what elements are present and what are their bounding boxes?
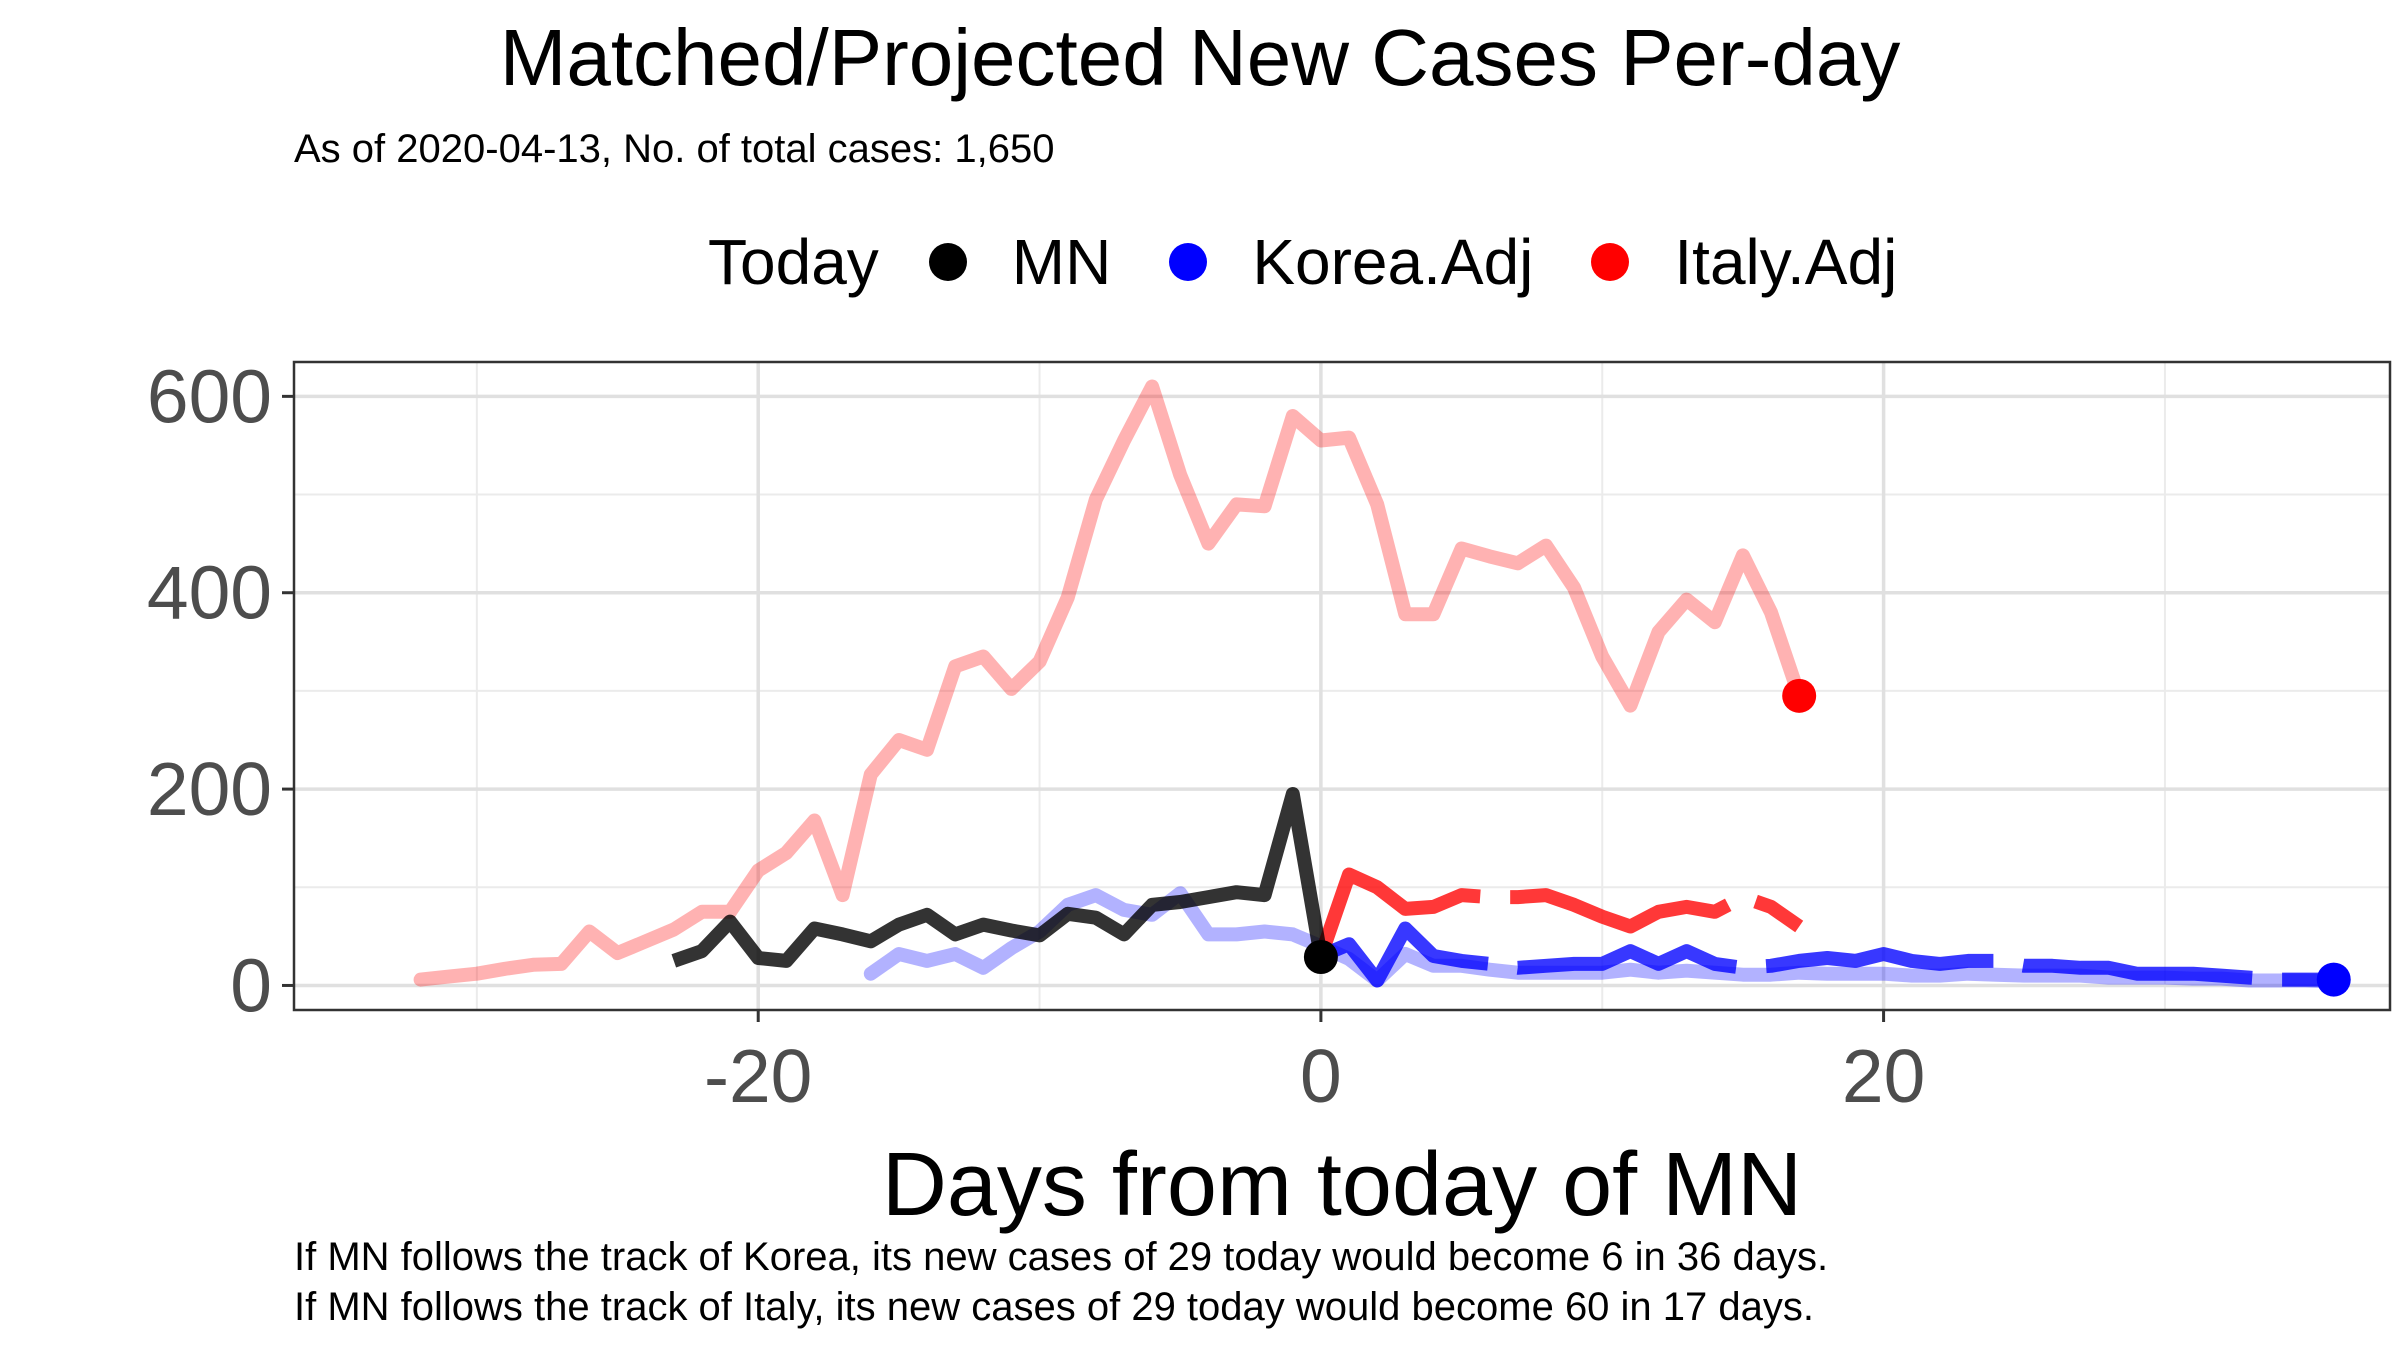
line-chart: 0 200 400 600 -20 0 20 Days from today of MN xyxy=(147,354,2392,1235)
today-point-mn xyxy=(1303,939,1338,974)
x-axis-label: Days from today of MN xyxy=(882,1135,1802,1235)
legend-title: Today xyxy=(708,226,879,298)
chart-title: Matched/Projected New Cases Per-day xyxy=(499,13,1901,102)
x-tick-label: 0 xyxy=(1300,1034,1342,1118)
caption-italy: If MN follows the track of Italy, its ne… xyxy=(294,1285,1814,1329)
x-tick-label: 20 xyxy=(1842,1034,1925,1118)
legend-label-mn: MN xyxy=(1011,226,1112,298)
series-line-italy-history xyxy=(413,379,1807,987)
series-line-korea-history xyxy=(863,886,2341,989)
legend-label-italy: Italy.Adj xyxy=(1674,226,1898,298)
x-tick-label: -20 xyxy=(704,1034,812,1118)
y-tick-label: 0 xyxy=(230,943,272,1027)
y-tick-label: 200 xyxy=(147,747,272,831)
y-tick-label: 600 xyxy=(147,354,272,438)
caption-korea: If MN follows the track of Korea, its ne… xyxy=(294,1235,1829,1279)
chart-subtitle: As of 2020-04-13, No. of total cases: 1,… xyxy=(294,127,1055,171)
today-point-italy xyxy=(1782,678,1817,713)
series-line-korea-projection xyxy=(1318,921,2334,988)
legend-swatch-italy xyxy=(1591,243,1630,281)
plot-border xyxy=(292,360,2392,1012)
today-point-korea xyxy=(2316,962,2351,997)
legend: Today MN Korea.Adj Italy.Adj xyxy=(708,222,1955,302)
series-line-mn xyxy=(671,787,1328,968)
series-line-italy-projection xyxy=(1314,867,1804,959)
legend-label-korea: Korea.Adj xyxy=(1252,226,1534,298)
legend-swatch-mn xyxy=(928,243,967,281)
y-tick-label: 400 xyxy=(147,551,272,635)
legend-swatch-korea xyxy=(1169,243,1208,281)
